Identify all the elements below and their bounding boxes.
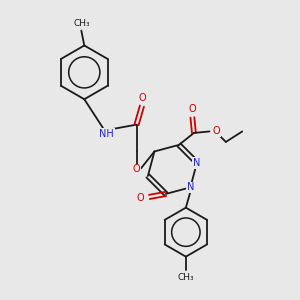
Text: O: O xyxy=(138,93,146,103)
Text: N: N xyxy=(187,182,194,192)
Text: CH₃: CH₃ xyxy=(73,20,90,28)
Text: NH: NH xyxy=(99,129,114,139)
Text: O: O xyxy=(133,164,140,174)
Text: O: O xyxy=(136,194,144,203)
Text: N: N xyxy=(193,158,201,168)
Text: CH₃: CH₃ xyxy=(178,273,194,282)
Text: O: O xyxy=(212,127,220,136)
Text: O: O xyxy=(189,104,196,114)
